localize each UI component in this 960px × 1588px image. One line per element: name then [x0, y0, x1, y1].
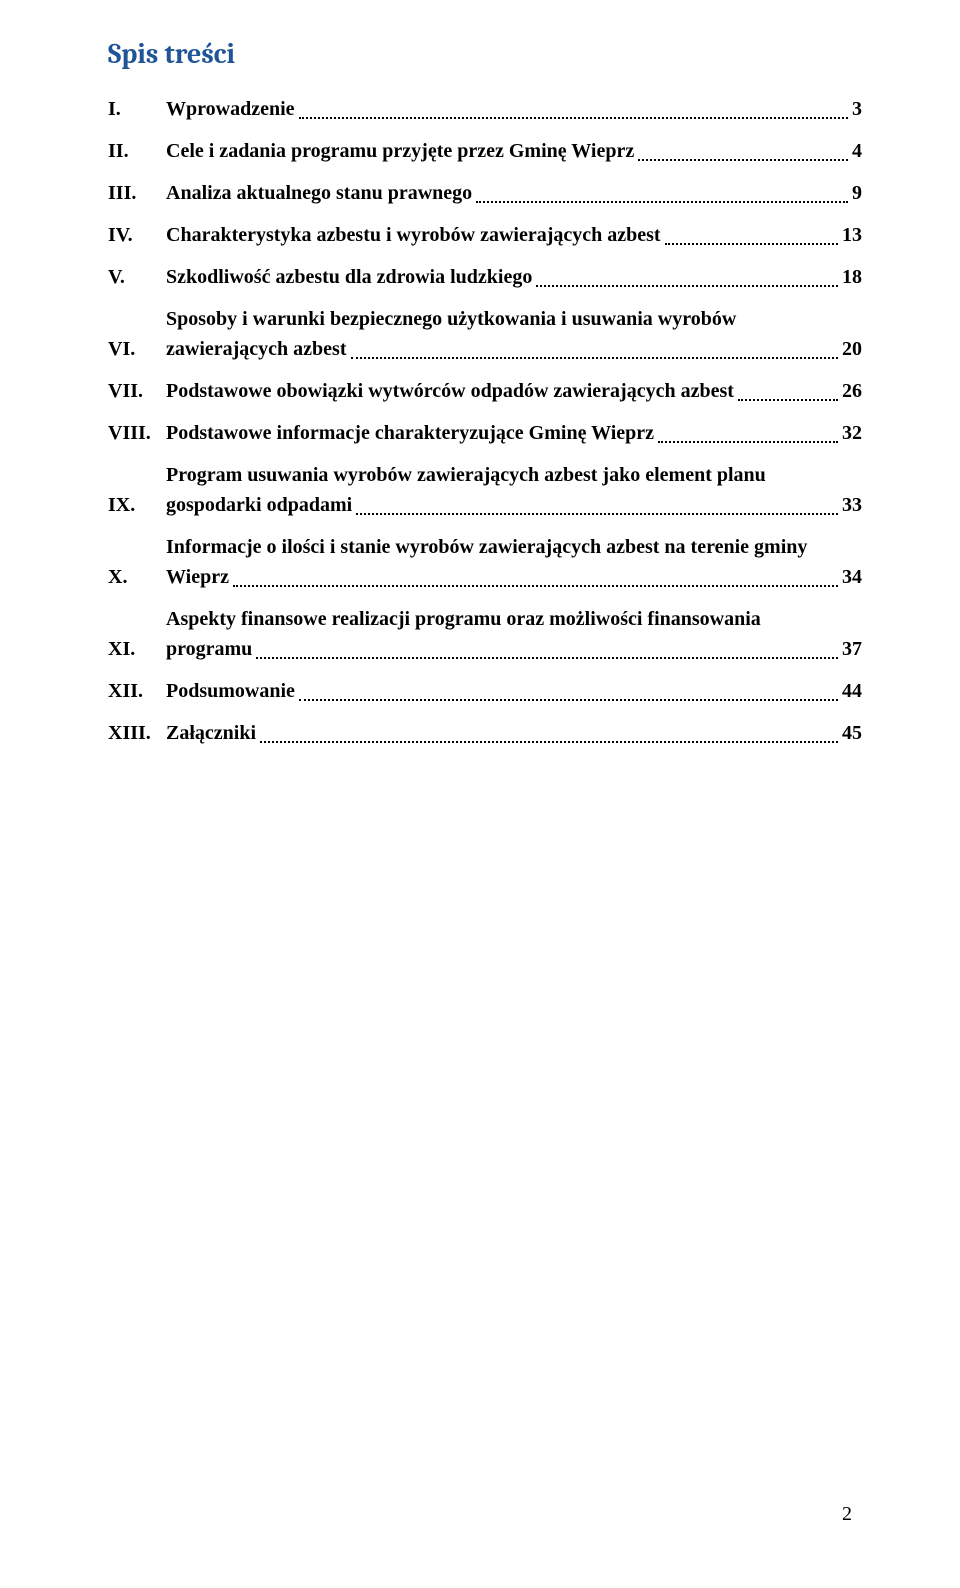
toc-text: Program usuwania wyrobów zawierających a… — [166, 460, 862, 520]
toc-entry: I.Wprowadzenie 3 — [108, 94, 862, 124]
toc-leader — [299, 117, 848, 119]
toc-text: Załączniki 45 — [166, 718, 862, 748]
toc-label: Załączniki — [166, 718, 256, 748]
toc-entry: VII.Podstawowe obowiązki wytwórców odpad… — [108, 376, 862, 406]
toc-page: 45 — [842, 718, 862, 748]
toc-text: Podstawowe obowiązki wytwórców odpadów z… — [166, 376, 862, 406]
toc-leader — [665, 243, 838, 245]
toc-leader — [738, 399, 838, 401]
toc-number: III. — [108, 178, 166, 208]
toc-entry: III.Analiza aktualnego stanu prawnego 9 — [108, 178, 862, 208]
toc-label-line2: programu — [166, 634, 252, 664]
toc-text: Cele i zadania programu przyjęte przez G… — [166, 136, 862, 166]
toc-page: 33 — [842, 490, 862, 520]
toc-leader — [233, 585, 838, 587]
toc-entry: VI.Sposoby i warunki bezpiecznego użytko… — [108, 304, 862, 364]
toc-number: XII. — [108, 676, 166, 706]
toc-leader — [476, 201, 848, 203]
page-title: Spis treści — [108, 38, 862, 70]
toc-entry: XII.Podsumowanie 44 — [108, 676, 862, 706]
toc-page: 20 — [842, 334, 862, 364]
toc-label-line1: Program usuwania wyrobów zawierających a… — [166, 460, 862, 490]
toc-number: XI. — [108, 634, 166, 664]
toc-label: Wprowadzenie — [166, 94, 295, 124]
toc-number: IV. — [108, 220, 166, 250]
toc-label-line1: Informacje o ilości i stanie wyrobów zaw… — [166, 532, 862, 562]
toc-entry: V.Szkodliwość azbestu dla zdrowia ludzki… — [108, 262, 862, 292]
toc-number: XIII. — [108, 718, 166, 748]
toc-leader — [536, 285, 838, 287]
toc-entry: XI.Aspekty finansowe realizacji programu… — [108, 604, 862, 664]
toc-entry: XIII.Załączniki 45 — [108, 718, 862, 748]
toc-number: VIII. — [108, 418, 166, 448]
toc-label: Podstawowe informacje charakteryzujące G… — [166, 418, 654, 448]
toc-number: VI. — [108, 334, 166, 364]
toc-text: Aspekty finansowe realizacji programu or… — [166, 604, 862, 664]
toc-text: Podsumowanie 44 — [166, 676, 862, 706]
toc-label: Podstawowe obowiązki wytwórców odpadów z… — [166, 376, 734, 406]
toc-page: 13 — [842, 220, 862, 250]
toc-label-line1: Aspekty finansowe realizacji programu or… — [166, 604, 862, 634]
toc-label-line1: Sposoby i warunki bezpiecznego użytkowan… — [166, 304, 862, 334]
toc-entry: IX.Program usuwania wyrobów zawierającyc… — [108, 460, 862, 520]
toc-number: IX. — [108, 490, 166, 520]
toc-entry: X.Informacje o ilości i stanie wyrobów z… — [108, 532, 862, 592]
toc-number: X. — [108, 562, 166, 592]
toc-leader — [351, 357, 839, 359]
toc-entry: VIII.Podstawowe informacje charakteryzuj… — [108, 418, 862, 448]
toc-page: 37 — [842, 634, 862, 664]
table-of-contents: I.Wprowadzenie 3 II.Cele i zadania program… — [108, 94, 862, 748]
toc-page: 26 — [842, 376, 862, 406]
toc-number: II. — [108, 136, 166, 166]
toc-text: Podstawowe informacje charakteryzujące G… — [166, 418, 862, 448]
toc-text: Informacje o ilości i stanie wyrobów zaw… — [166, 532, 862, 592]
toc-leader — [260, 741, 838, 743]
toc-entry: II.Cele i zadania programu przyjęte prze… — [108, 136, 862, 166]
toc-page: 4 — [852, 136, 862, 166]
toc-label: Szkodliwość azbestu dla zdrowia ludzkieg… — [166, 262, 532, 292]
toc-page: 18 — [842, 262, 862, 292]
toc-text: Analiza aktualnego stanu prawnego 9 — [166, 178, 862, 208]
toc-entry: IV.Charakterystyka azbestu i wyrobów zaw… — [108, 220, 862, 250]
toc-number: VII. — [108, 376, 166, 406]
toc-label-line2: zawierających azbest — [166, 334, 347, 364]
toc-page: 3 — [852, 94, 862, 124]
toc-label: Charakterystyka azbestu i wyrobów zawier… — [166, 220, 661, 250]
toc-text: Sposoby i warunki bezpiecznego użytkowan… — [166, 304, 862, 364]
toc-number: V. — [108, 262, 166, 292]
toc-text: Wprowadzenie 3 — [166, 94, 862, 124]
toc-leader — [299, 699, 838, 701]
toc-page: 44 — [842, 676, 862, 706]
page-number: 2 — [842, 1503, 852, 1526]
toc-page: 32 — [842, 418, 862, 448]
toc-text: Charakterystyka azbestu i wyrobów zawier… — [166, 220, 862, 250]
toc-page: 9 — [852, 178, 862, 208]
toc-leader — [638, 159, 848, 161]
toc-label: Cele i zadania programu przyjęte przez G… — [166, 136, 634, 166]
toc-label: Podsumowanie — [166, 676, 295, 706]
toc-label-line2: gospodarki odpadami — [166, 490, 352, 520]
toc-label-line2: Wieprz — [166, 562, 229, 592]
toc-leader — [658, 441, 838, 443]
toc-number: I. — [108, 94, 166, 124]
toc-text: Szkodliwość azbestu dla zdrowia ludzkieg… — [166, 262, 862, 292]
toc-label: Analiza aktualnego stanu prawnego — [166, 178, 472, 208]
toc-leader — [356, 513, 838, 515]
toc-leader — [256, 657, 838, 659]
toc-page: 34 — [842, 562, 862, 592]
